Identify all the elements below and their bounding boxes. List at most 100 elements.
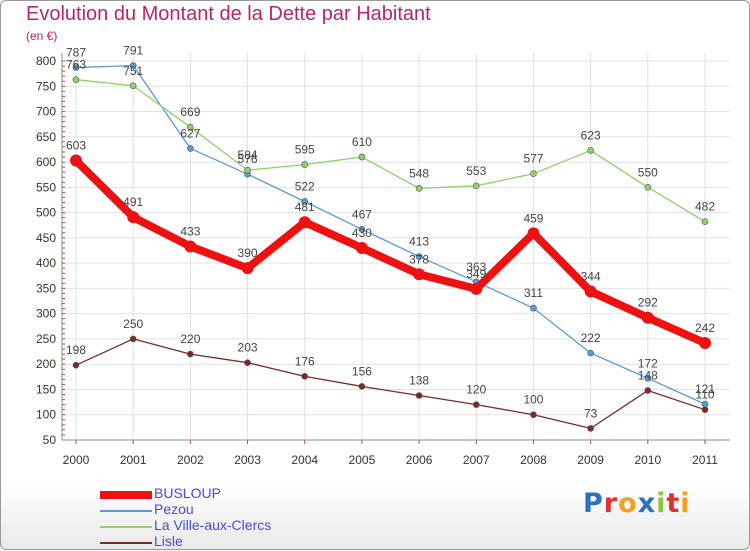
data-label-lisle: 100 [523,393,543,407]
plot-background [62,53,730,440]
data-label-pezou: 222 [581,331,601,345]
data-point-lisle [701,406,709,413]
data-label-pezou: 121 [695,382,715,396]
logo-letter: o [618,488,638,519]
data-point-lisle [358,383,366,390]
y-tick-label: 650 [36,130,56,144]
data-point-pezou [415,253,423,260]
data-label-pezou: 627 [180,126,200,140]
y-tick-label: 50 [43,433,57,447]
data-label-pezou: 467 [352,207,372,221]
data-point-la-ville-aux-clercs [244,166,251,174]
series-pezou [72,62,709,408]
data-point-busloup [127,211,140,224]
data-label-busloup: 459 [523,211,543,225]
data-label-la-ville-aux-clercs: 577 [523,152,543,166]
data-point-la-ville-aux-clercs [415,185,423,192]
data-label-busloup: 603 [66,139,86,153]
data-label-busloup: 349 [466,267,486,281]
y-axis: 50 100 150 200 250 300 350 400 450 500 550 600 650 70… [36,53,65,447]
grid [62,53,730,441]
data-point-busloup [413,268,426,281]
data-point-busloup [241,262,254,275]
data-point-lisle [72,361,80,369]
data-label-pezou: 172 [638,356,658,370]
data-point-pezou [301,198,309,205]
x-tick-label: 2001 [120,453,147,467]
data-label-la-ville-aux-clercs: 669 [180,105,200,119]
chart-title: Evolution du Montant de la Dette par Hab… [26,3,431,25]
y-tick-label: 600 [36,155,56,169]
data-point-pezou [72,64,80,71]
y-tick-label: 700 [36,105,56,119]
data-label-pezou: 522 [295,179,315,193]
y-tick-label: 400 [36,256,56,270]
y-tick-label: 350 [36,281,56,295]
data-point-pezou [358,225,366,233]
data-label-pezou: 311 [524,286,543,300]
data-label-lisle: 156 [352,364,372,378]
series-line-la-ville-aux-clercs [75,79,706,223]
x-tick-label: 2007 [463,453,490,467]
logo-letter: x [637,488,657,519]
series-line-busloup [72,156,709,347]
data-point-pezou [587,349,594,357]
data-label-busloup: 430 [352,226,372,240]
data-point-busloup [699,336,711,349]
data-label-la-ville-aux-clercs: 751 [123,64,143,78]
x-tick-label: 2009 [577,453,604,467]
data-point-la-ville-aux-clercs [587,147,594,154]
series-layer [70,62,711,432]
data-point-lisle [187,350,194,358]
data-point-pezou [129,62,137,69]
data-point-lisle [129,335,137,343]
x-tick-label: 2011 [692,453,718,467]
y-tick-label: 750 [36,79,56,93]
data-label-la-ville-aux-clercs: 550 [638,165,658,179]
x-tick-label: 2008 [520,453,547,467]
x-tick-label: 2005 [349,453,376,467]
legend-label: Lisle [154,533,183,549]
data-label-busloup: 433 [180,224,200,238]
data-point-lisle [244,359,251,366]
data-point-la-ville-aux-clercs [472,182,480,190]
data-point-pezou [701,400,709,408]
data-point-busloup [184,240,197,253]
data-point-lisle [644,387,652,394]
data-label-busloup: 292 [638,296,658,310]
data-point-la-ville-aux-clercs [72,76,80,83]
data-point-busloup [584,285,597,298]
y-tick-label: 500 [36,206,56,220]
x-axis: 2000 2001 2002 2003 2004 2005 2006 2007 2008 2009… [62,439,730,467]
data-label-la-ville-aux-clercs: 610 [352,135,372,149]
x-tick-label: 2004 [291,453,318,467]
data-point-lisle [530,411,537,419]
data-label-lisle: 110 [695,388,714,402]
data-label-busloup: 390 [238,246,258,260]
data-point-la-ville-aux-clercs [129,82,137,90]
data-label-busloup: 344 [581,269,601,283]
data-label-la-ville-aux-clercs: 548 [409,166,429,180]
x-tick-label: 2010 [634,453,661,467]
legend-label: BUSLOUP [154,485,221,501]
data-label-busloup: 481 [295,200,315,214]
series-line-lisle [75,338,706,430]
data-point-la-ville-aux-clercs [644,184,652,191]
legend-swatch [100,526,152,528]
data-point-busloup [641,311,654,324]
data-label-lisle: 120 [466,383,486,397]
data-label-lisle: 73 [584,406,598,420]
data-point-lisle [587,425,594,432]
x-tick-label: 2000 [63,453,90,467]
unit-label: (en €) [26,29,58,43]
data-label-la-ville-aux-clercs: 584 [238,148,258,162]
data-point-busloup [527,227,540,240]
data-point-pezou [187,145,194,152]
data-labels: 787 791 627 576 522 467 413 363 311 222 172 121 763 7… [66,44,715,421]
data-label-pezou: 791 [123,44,143,58]
y-tick-label: 550 [36,180,56,194]
series-la-ville-aux-clercs [72,76,709,225]
legend-swatch [100,542,152,544]
data-label-pezou: 576 [238,152,258,166]
